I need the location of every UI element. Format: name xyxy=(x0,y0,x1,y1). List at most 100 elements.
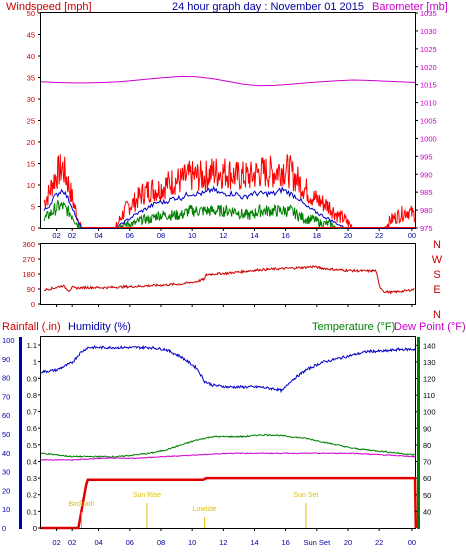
wind-y-tick-label: 5 xyxy=(31,203,35,212)
humidity-series xyxy=(40,344,416,394)
windspeed-label: Windspeed [mph] xyxy=(6,1,92,13)
wind-x-tick-label: 08 xyxy=(157,231,165,240)
humidity-y-tick-label: 30 xyxy=(2,468,10,477)
compass-label: W xyxy=(432,254,443,266)
wind-y-tick-label: 10 xyxy=(27,181,35,190)
wind-y-tick-label: 50 xyxy=(27,9,35,18)
wind-x-tick-label: 10 xyxy=(188,231,196,240)
wind-x-tick-label: 06 xyxy=(126,231,134,240)
humidity-y-tick-label: 10 xyxy=(2,505,10,514)
temp-y-tick-label: 140 xyxy=(423,341,436,350)
climate-x-tick-label: 10 xyxy=(188,538,196,547)
climate-x-tick-label: 02 xyxy=(68,538,76,547)
climate-x-tick-label: 16 xyxy=(281,538,289,547)
temp-y-tick-label: 70 xyxy=(423,458,431,467)
dewpoint-label: Dew Point (°F) xyxy=(394,321,466,333)
climate-x-tick-label: 14 xyxy=(250,538,258,547)
compass-label: N xyxy=(433,309,441,321)
baro-y-tick-label: 985 xyxy=(420,188,433,197)
temperature-label: Temperature (°F) xyxy=(312,321,395,333)
wind-x-tick-label: 16 xyxy=(281,231,289,240)
humidity-y-tick-label: 80 xyxy=(2,374,10,383)
temp-y-tick-label: 130 xyxy=(423,358,436,367)
direction-y-tick-label: 360 xyxy=(22,240,35,249)
rain-y-tick-label: 1.1 xyxy=(27,341,37,350)
climate-x-tick-label: 22 xyxy=(375,538,383,547)
humidity-y-tick-label: 100 xyxy=(2,336,15,345)
wind-y-tick-label: 15 xyxy=(27,160,35,169)
rain-y-tick-label: 1 xyxy=(33,358,37,367)
climate-x-tick-label: 02 xyxy=(52,538,60,547)
event-label: Lowtide xyxy=(193,506,217,513)
rain-y-tick-label: 0.4 xyxy=(27,457,37,466)
climate-x-tick-label: 08 xyxy=(157,538,165,547)
humidity-y-tick-label: 40 xyxy=(2,449,10,458)
direction-y-tick-label: 90 xyxy=(27,285,35,294)
temp-y-tick-label: 110 xyxy=(423,391,435,400)
climate-panel-frame xyxy=(40,336,416,529)
baro-y-tick-label: 1000 xyxy=(420,134,437,143)
wind-y-tick-label: 0 xyxy=(31,224,35,233)
dewpoint-series xyxy=(40,452,416,461)
rain-y-tick-label: 0.1 xyxy=(27,507,37,516)
wind-x-tick-label: 02 xyxy=(52,231,60,240)
wind-x-tick-label: 18 xyxy=(313,231,321,240)
rain-y-tick-label: 0 xyxy=(33,524,37,533)
event-label: Sun Set xyxy=(293,492,318,499)
event-label: Birdbath xyxy=(68,501,94,508)
temp-y-tick-label: 50 xyxy=(423,491,431,500)
wind-gust-series xyxy=(43,154,416,230)
temp-y-tick-label: 100 xyxy=(423,408,436,417)
wind-y-tick-label: 40 xyxy=(27,52,35,61)
climate-x-tick-label: Sun Set xyxy=(303,538,331,547)
compass-label: E xyxy=(433,284,440,296)
temp-y-tick-label: 120 xyxy=(423,375,436,384)
barometer-series xyxy=(40,75,416,87)
wind-x-tick-label: 02 xyxy=(68,231,76,240)
rain-y-tick-label: 0.6 xyxy=(27,424,37,433)
wind-speed-series xyxy=(43,200,415,229)
rain-y-tick-label: 0.3 xyxy=(27,474,37,483)
chart-title: 24 hour graph day : November 01 2015 xyxy=(172,1,364,13)
humidity-axis-bar xyxy=(19,337,22,529)
humidity-y-tick-label: 70 xyxy=(2,392,10,401)
wind-y-tick-label: 20 xyxy=(27,138,35,147)
barometer-label: Barometer [mb] xyxy=(372,1,448,13)
temp-y-tick-label: 60 xyxy=(423,474,431,483)
direction-y-tick-label: 180 xyxy=(22,270,35,279)
climate-x-tick-label: 00 xyxy=(408,538,416,547)
humidity-y-tick-label: 60 xyxy=(2,411,10,420)
temperature-series xyxy=(41,433,416,459)
baro-y-tick-label: 1035 xyxy=(420,9,437,18)
wind-average-series xyxy=(43,185,415,229)
direction-y-tick-label: 0 xyxy=(31,300,35,309)
baro-y-tick-label: 1025 xyxy=(420,45,437,54)
baro-y-tick-label: 1015 xyxy=(420,81,437,90)
humidity-y-tick-label: 20 xyxy=(2,486,10,495)
temp-y-tick-label: 90 xyxy=(423,424,431,433)
rain-y-tick-label: 0.9 xyxy=(27,374,37,383)
compass-label: N xyxy=(433,239,441,251)
humidity-y-tick-label: 90 xyxy=(2,355,10,364)
temperature-axis-bar xyxy=(417,337,420,529)
climate-x-tick-label: 12 xyxy=(219,538,227,547)
compass-label: S xyxy=(433,269,440,281)
rainfall-label: Rainfall (.in) xyxy=(2,321,61,333)
baro-y-tick-label: 1005 xyxy=(420,117,437,126)
event-label: Sun Rise xyxy=(133,492,162,499)
wind-x-tick-label: 00 xyxy=(408,231,416,240)
climate-x-tick-label: 20 xyxy=(344,538,352,547)
wind-y-tick-label: 45 xyxy=(27,31,35,40)
rain-y-tick-label: 0.7 xyxy=(27,408,37,417)
rain-y-tick-label: 0.5 xyxy=(27,441,37,450)
climate-x-tick-label: 04 xyxy=(94,538,102,547)
rainfall-series xyxy=(41,476,418,530)
baro-y-tick-label: 1030 xyxy=(420,27,437,36)
baro-y-tick-label: 990 xyxy=(420,170,433,179)
wind-direction-series xyxy=(43,265,415,295)
baro-y-tick-label: 975 xyxy=(420,224,433,233)
direction-y-tick-label: 270 xyxy=(22,255,35,264)
wind-x-tick-label: 22 xyxy=(375,231,383,240)
wind-x-tick-label: 20 xyxy=(344,231,352,240)
